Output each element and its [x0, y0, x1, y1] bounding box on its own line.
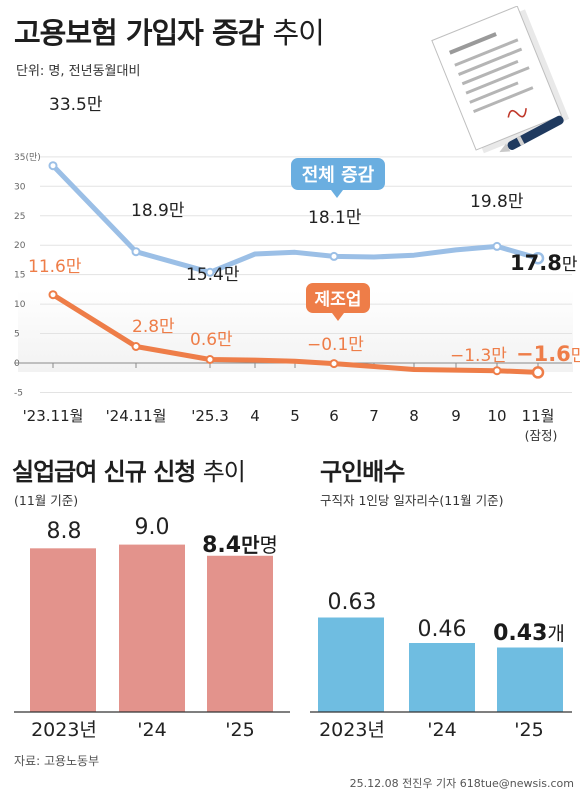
title-main: 고용보험 가입자 증감	[14, 16, 264, 50]
ub-value-2-unit: 명	[259, 533, 277, 557]
manufacturing-point	[531, 366, 545, 379]
total-point	[48, 161, 58, 171]
jobs-cat-2: '25	[514, 719, 543, 741]
unemployment-bar-chart: 8.8 9.0 8.4만명 2023년 '24 '25	[14, 515, 290, 741]
total-point	[329, 251, 339, 261]
ub-cat-0: 2023년	[31, 719, 97, 741]
ub-value-1: 9.0	[135, 515, 170, 540]
x-tick-label: '24.11월	[106, 407, 167, 425]
unemployment-title: 실업급여 신규 신청 추이	[12, 452, 246, 487]
total-point	[531, 251, 545, 265]
y-tick-label: 30	[14, 182, 26, 192]
jobs-cat-1: '24	[427, 719, 456, 741]
x-tick-label: 11월	[522, 407, 555, 425]
mfg-label-2: 0.6만	[190, 330, 233, 350]
unit-note: 단위: 명, 전년동월대비	[16, 64, 141, 79]
mfg-label-1: 2.8만	[132, 317, 175, 337]
jobs-value-2: 0.43개	[493, 621, 565, 646]
total-label-4: 19.8만	[470, 192, 524, 212]
jobs-title: 구인배수	[320, 458, 405, 486]
x-tick-label: 9	[451, 407, 461, 425]
manufacturing-point	[205, 355, 215, 364]
x-tick-label: 6	[329, 407, 339, 425]
source-note: 자료: 고용노동부	[14, 754, 100, 768]
ub-value-2: 8.4만명	[202, 533, 278, 558]
ub-value-2-number: 8.4	[202, 533, 241, 558]
jobs-bar	[497, 647, 563, 712]
x-tick-label: '25.3	[191, 407, 229, 425]
unemployment-title-main: 실업급여 신규 신청	[12, 458, 196, 486]
line-chart: 35(만) 30 25 20 15 10 5 0 -5 '23.11월 '24.11월 '25.3 4…	[14, 95, 580, 443]
mfg-last-number: −1.6	[516, 342, 571, 366]
x-tick-label: 10	[487, 407, 506, 425]
total-last-number: 17.8	[510, 251, 562, 275]
mfg-label-4: −1.3만	[450, 346, 507, 366]
jobs-value-2-number: 0.43	[493, 621, 547, 646]
jobs-value-0: 0.63	[328, 590, 377, 615]
jobs-cat-0: 2023년	[319, 719, 385, 741]
jobs-value-2-unit: 개	[547, 623, 564, 645]
x-tick-label: '23.11월	[23, 407, 84, 425]
series-tag-total: 전체 증감	[291, 158, 385, 198]
mfg-label-3: −0.1만	[307, 335, 364, 355]
y-tick-label: 10	[14, 300, 26, 310]
title-suffix: 추이	[272, 16, 324, 50]
unemployment-subtitle: (11월 기준)	[14, 493, 79, 508]
series-tag-manufacturing-text: 제조업	[315, 290, 362, 310]
ub-cat-1: '24	[137, 719, 166, 741]
unemployment-bar	[30, 548, 96, 712]
y-tick-label: 35(만)	[14, 152, 41, 163]
credit-line: 25.12.08 전진우 기자 618tue@newsis.com	[349, 777, 574, 790]
unemployment-bar	[119, 544, 185, 712]
total-label-1: 18.9만	[131, 201, 185, 221]
document-and-pen-icon	[431, 6, 570, 154]
x-tick-label: 5	[290, 407, 300, 425]
total-label-last: 17.8만	[510, 251, 578, 275]
total-label-0: 33.5만	[49, 95, 103, 115]
x-tick-label: 7	[369, 407, 379, 425]
y-tick-label: 0	[14, 359, 20, 369]
total-label-3: 18.1만	[308, 208, 362, 228]
ub-value-0: 8.8	[47, 519, 82, 544]
manufacturing-point	[131, 342, 141, 351]
jobs-value-1: 0.46	[418, 617, 467, 642]
series-tag-total-text: 전체 증감	[302, 165, 375, 186]
unemployment-bar	[207, 555, 273, 712]
y-tick-label: 25	[14, 212, 25, 222]
y-tick-label: 5	[14, 330, 20, 340]
mfg-label-last: −1.6만	[516, 342, 580, 366]
manufacturing-point	[48, 290, 58, 300]
total-last-unit: 만	[562, 255, 578, 275]
manufacturing-point	[492, 366, 502, 376]
y-tick-label: 15	[14, 271, 25, 281]
series-tag-manufacturing: 제조업	[306, 283, 370, 321]
total-point	[131, 247, 141, 257]
jobs-bar	[318, 617, 384, 712]
x-tick-label: 4	[250, 407, 260, 425]
total-point	[205, 267, 215, 277]
ub-value-2-unit-bold: 만	[241, 533, 260, 557]
unemployment-title-suffix: 추이	[202, 458, 246, 486]
jobs-bar-chart: 0.63 0.46 0.43개 2023년 '24 '25	[310, 590, 572, 741]
x-note: (잠정)	[525, 428, 558, 443]
mfg-last-unit: 만	[571, 346, 580, 366]
y-tick-label: -5	[14, 388, 23, 398]
x-tick-label: 8	[409, 407, 419, 425]
manufacturing-point	[329, 359, 339, 369]
ub-cat-2: '25	[225, 719, 254, 741]
mfg-label-0: 11.6만	[28, 257, 82, 277]
jobs-subtitle: 구직자 1인당 일자리수(11월 기준)	[320, 493, 504, 508]
total-point	[492, 241, 502, 251]
jobs-bar	[409, 643, 475, 712]
total-label-2: 15.4만	[186, 265, 240, 285]
y-tick-label: 20	[14, 241, 26, 251]
page-title: 고용보험 가입자 증감 추이	[14, 10, 325, 52]
